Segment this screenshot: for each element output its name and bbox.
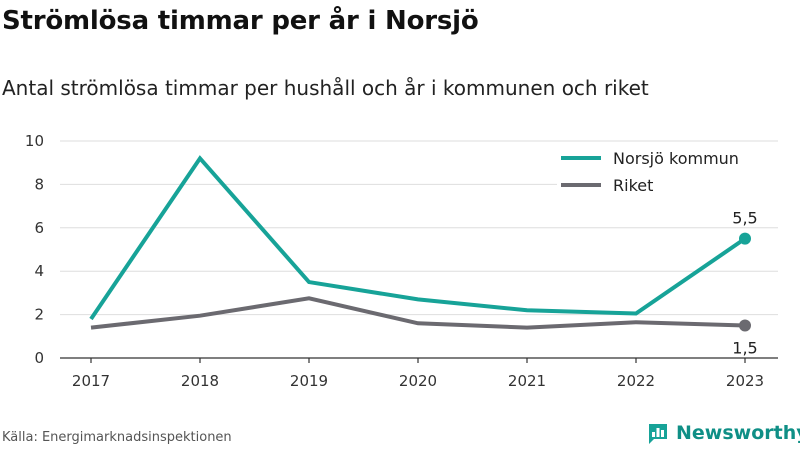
y-tick-label: 8 (34, 175, 44, 193)
y-tick-label: 2 (34, 306, 44, 324)
data-label: 1,5 (732, 338, 757, 357)
y-tick-label: 6 (34, 219, 44, 237)
series-end-point (739, 319, 751, 332)
series-line-norsjö-kommun (89, 155, 747, 321)
data-label: 5,5 (732, 209, 757, 228)
brand-name: Newsworthy (676, 422, 800, 444)
chart-subtitle: Antal strömlösa timmar per hushåll och å… (2, 76, 649, 100)
x-tick-label: 2018 (181, 372, 219, 390)
legend-label: Norsjö kommun (613, 149, 739, 168)
y-tick-label: 10 (25, 132, 44, 150)
x-tick-label: 2019 (290, 372, 328, 390)
x-tick-label: 2022 (617, 372, 655, 390)
legend-background (557, 142, 779, 200)
x-tick-label: 2021 (508, 372, 546, 390)
x-tick-label: 2023 (726, 372, 764, 390)
source-note: Källa: Energimarknadsinspektionen (2, 430, 232, 445)
chart-title: Strömlösa timmar per år i Norsjö (2, 6, 479, 36)
y-tick-label: 4 (34, 262, 44, 280)
series-line-riket (90, 296, 746, 330)
legend-label: Riket (613, 176, 653, 195)
x-tick-label: 2017 (72, 372, 110, 390)
x-tick-label: 2020 (399, 372, 437, 390)
y-tick-label: 0 (34, 349, 44, 367)
brand-logo: Newsworthy (646, 420, 800, 446)
newsworthy-logo-icon (649, 424, 667, 444)
series-end-point (739, 232, 751, 245)
